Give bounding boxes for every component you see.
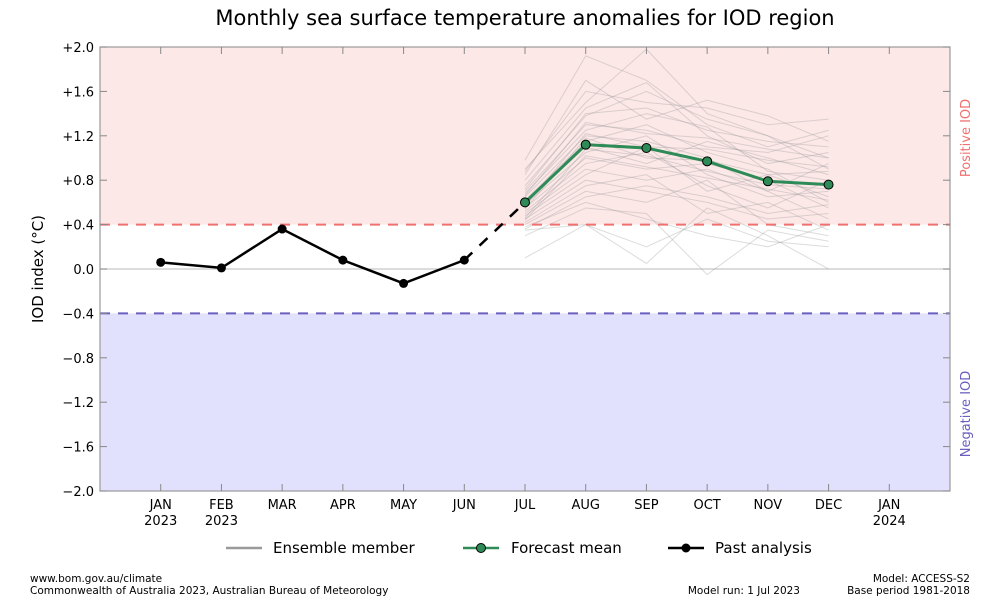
past-analysis-point [338, 255, 348, 265]
ensemble-member-line [524, 55, 829, 161]
ensemble-member-line [524, 90, 829, 172]
x-tick-label: SEP [634, 498, 658, 513]
legend-ensemble-label: Ensemble member [273, 539, 416, 557]
x-tick-label: DEC [815, 498, 842, 513]
ensemble-member-line [524, 135, 829, 198]
ensemble-member-line [524, 48, 829, 170]
y-tick-label: −0.8 [62, 352, 94, 367]
y-tick-label: +0.4 [62, 219, 94, 234]
ensemble-member-line [524, 124, 829, 192]
negative-iod-label: Negative IOD [959, 371, 974, 458]
forecast-mean-point [762, 176, 773, 187]
x-tick-year-label: 2023 [144, 514, 177, 529]
positive-iod-label: Positive IOD [959, 99, 974, 177]
x-tick-label: OCT [694, 498, 721, 513]
y-tick-label: +1.6 [62, 85, 94, 100]
ensemble-member-line [524, 151, 829, 212]
ensemble-member-line [524, 201, 829, 248]
ensemble-member-line [524, 113, 829, 194]
ensemble-member-line [524, 179, 829, 220]
ensemble-member-line [524, 168, 829, 220]
footer-url: www.bom.gov.au/climate [30, 573, 162, 585]
ensemble-member-line [524, 124, 829, 203]
ensemble-member-line [524, 79, 829, 175]
footer-base-period: Base period 1981-2018 [847, 585, 970, 597]
negative-iod-region [100, 313, 950, 491]
ensemble-member-line [524, 121, 829, 197]
past-analysis-line [160, 227, 465, 285]
y-tick-label: −1.6 [62, 441, 94, 456]
x-tick-label: APR [330, 498, 356, 513]
y-tick-label: +1.2 [62, 130, 94, 145]
footer-copyright: Commonwealth of Australia 2023, Australi… [30, 585, 388, 597]
ensemble-member-line [524, 174, 829, 231]
chart-title: Monthly sea surface temperature anomalie… [215, 6, 834, 30]
past-analysis-point [156, 257, 166, 267]
ensemble-member-line [524, 207, 829, 276]
y-tick-label: +2.0 [62, 41, 94, 56]
forecast-mean-point [520, 197, 530, 208]
forecast-mean-point [580, 139, 591, 150]
forecast-mean-point [641, 143, 652, 154]
past-analysis-point [459, 255, 469, 265]
forecast-mean-line [523, 143, 829, 204]
past-to-forecast-connector [463, 201, 526, 262]
y-axis-label: IOD index (°C) [29, 215, 47, 323]
x-tick-label: MAR [268, 498, 297, 513]
ensemble-member-line [524, 207, 829, 270]
y-tick-label: +0.8 [62, 174, 94, 189]
legend-forecast-marker [476, 543, 486, 553]
footer-model-run: Model run: 1 Jul 2023 [688, 585, 800, 597]
forecast-mean-point [823, 179, 834, 190]
positive-iod-region [100, 47, 950, 225]
ensemble-member-line [524, 133, 829, 207]
legend-forecast-label: Forecast mean [511, 539, 622, 557]
x-tick-label: JUN [452, 498, 476, 513]
past-analysis-point [216, 263, 226, 273]
ensemble-member-line [524, 148, 829, 219]
forecast-mean-point [702, 156, 713, 167]
y-tick-label: −2.0 [62, 485, 94, 500]
x-tick-label: JAN [149, 498, 172, 513]
ensemble-member-line [524, 146, 829, 217]
x-tick-label: NOV [754, 498, 783, 513]
ensemble-member-line [524, 81, 829, 181]
legend-past-marker [681, 543, 691, 553]
ensemble-member-line [524, 179, 829, 237]
ensemble-member-line [524, 90, 829, 187]
y-tick-label: −0.4 [62, 307, 94, 322]
past-analysis-point [277, 224, 287, 234]
x-tick-label: JAN [877, 498, 900, 513]
ensemble-member-line [524, 157, 829, 209]
x-tick-label: JUL [514, 498, 536, 513]
ensemble-member-line [524, 137, 829, 210]
ensemble-member-line [524, 155, 829, 221]
x-tick-year-label: 2023 [205, 514, 238, 529]
footer-model: Model: ACCESS-S2 [873, 573, 970, 585]
y-tick-label: −1.2 [62, 396, 94, 411]
x-tick-label: MAY [390, 498, 417, 513]
plot-area: +2.0 +1.6 +1.2 +0.8 +0.4 0.0 −0.4 −0.8 −1.2 −1.6 −… [62, 41, 951, 529]
x-tick-label: FEB [209, 498, 234, 513]
past-analysis-point [399, 278, 409, 288]
x-tick-label: AUG [571, 498, 599, 513]
y-tick-label: 0.0 [73, 263, 94, 278]
ensemble-member-line [524, 107, 829, 190]
legend-past-label: Past analysis [715, 539, 812, 557]
x-tick-year-label: 2024 [873, 514, 906, 529]
ensemble-member-line [524, 185, 829, 230]
legend: Ensemble member Forecast mean Past analy… [226, 539, 812, 557]
